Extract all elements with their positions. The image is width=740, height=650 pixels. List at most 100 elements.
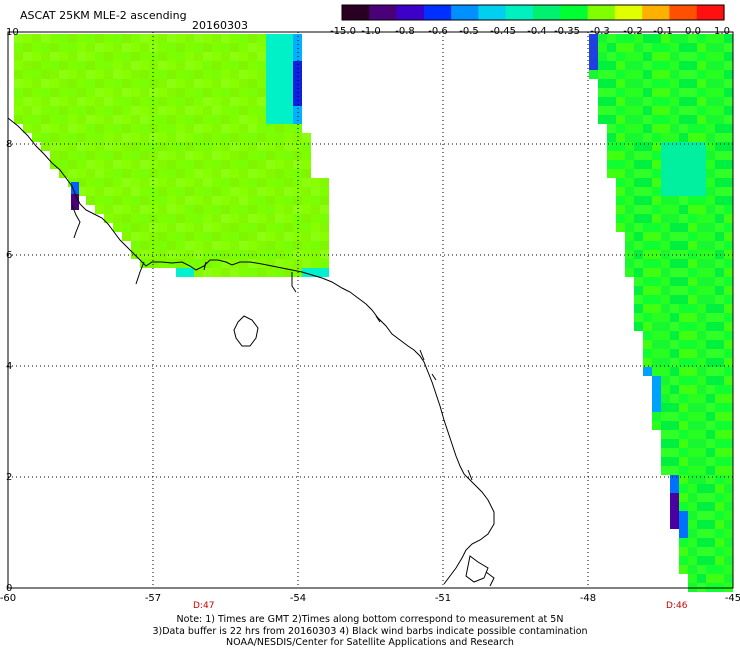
swath-cell xyxy=(212,178,221,187)
swath-cell xyxy=(670,43,679,52)
swath-cell xyxy=(230,79,239,88)
swath-cell xyxy=(158,133,167,142)
swath-cell xyxy=(697,349,706,358)
swath-cell xyxy=(679,421,688,430)
swath-cell xyxy=(679,556,688,565)
swath-cell xyxy=(257,250,266,259)
swath-cell xyxy=(230,223,239,232)
swath-cell xyxy=(670,376,679,385)
swath-cell xyxy=(212,88,221,97)
swath-cell xyxy=(140,88,149,97)
swath-cell xyxy=(706,322,715,331)
swath-cell xyxy=(248,241,257,250)
swath-cell xyxy=(724,466,733,475)
swath-cell xyxy=(167,106,176,115)
swath-cell xyxy=(167,169,176,178)
swath-cell xyxy=(194,61,203,70)
swath-cell xyxy=(203,169,212,178)
swath-cell xyxy=(95,52,104,61)
swath-cell xyxy=(275,52,284,61)
swath-cell xyxy=(41,34,50,43)
swath-cell xyxy=(203,133,212,142)
swath-cell xyxy=(679,430,688,439)
swath-cell xyxy=(688,304,697,313)
swath-cell xyxy=(230,142,239,151)
swath-cell xyxy=(248,142,257,151)
swath-cell xyxy=(634,286,643,295)
swath-cell xyxy=(724,142,733,151)
left-swath xyxy=(14,34,329,277)
swath-cell xyxy=(212,142,221,151)
swath-cell xyxy=(185,241,194,250)
swath-cell xyxy=(95,196,104,205)
swath-cell xyxy=(697,331,706,340)
swath-cell xyxy=(670,115,679,124)
swath-cell xyxy=(634,97,643,106)
swath-cell xyxy=(634,259,643,268)
swath-cell xyxy=(670,484,679,493)
swath-cell xyxy=(724,223,733,232)
swath-cell xyxy=(122,133,131,142)
swath-cell xyxy=(652,169,661,178)
colorbar-swatch xyxy=(451,5,480,20)
swath-cell xyxy=(140,259,149,268)
swath-cell xyxy=(95,97,104,106)
swath-cell xyxy=(257,142,266,151)
swath-cell xyxy=(661,322,670,331)
swath-cell xyxy=(167,187,176,196)
swath-cell xyxy=(697,178,706,187)
swath-cell xyxy=(50,142,59,151)
swath-cell xyxy=(257,232,266,241)
swath-cell xyxy=(670,241,679,250)
swath-cell xyxy=(706,313,715,322)
swath-cell xyxy=(77,52,86,61)
swath-cell xyxy=(715,277,724,286)
swath-cell xyxy=(131,214,140,223)
swath-cell xyxy=(724,430,733,439)
swath-cell xyxy=(679,502,688,511)
swath-cell xyxy=(697,223,706,232)
swath-cell xyxy=(131,223,140,232)
swath-cell xyxy=(625,61,634,70)
swath-cell xyxy=(293,142,302,151)
swath-cell xyxy=(266,169,275,178)
swath-cell xyxy=(320,196,329,205)
swath-cell xyxy=(77,43,86,52)
swath-cell xyxy=(679,394,688,403)
swath-cell xyxy=(697,205,706,214)
swath-cell xyxy=(248,70,257,79)
swath-cell xyxy=(670,196,679,205)
swath-cell xyxy=(212,214,221,223)
swath-cell xyxy=(625,106,634,115)
swath-cell xyxy=(724,52,733,61)
swath-cell xyxy=(724,502,733,511)
swath-cell xyxy=(59,43,68,52)
swath-cell xyxy=(715,313,724,322)
swath-cell xyxy=(679,178,688,187)
colorbar-swatch xyxy=(342,5,370,20)
swath-cell xyxy=(670,169,679,178)
swath-cell xyxy=(230,151,239,160)
swath-cell xyxy=(221,178,230,187)
swath-cell xyxy=(589,70,598,79)
swath-cell xyxy=(176,142,185,151)
swath-cell xyxy=(14,79,23,88)
swath-cell xyxy=(706,448,715,457)
swath-cell xyxy=(652,34,661,43)
swath-cell xyxy=(706,430,715,439)
swath-cell xyxy=(158,241,167,250)
swath-cell xyxy=(167,151,176,160)
swath-cell xyxy=(715,106,724,115)
swath-cell xyxy=(95,61,104,70)
swath-cell xyxy=(697,430,706,439)
swath-cell xyxy=(212,160,221,169)
swath-cell xyxy=(715,79,724,88)
swath-cell xyxy=(697,358,706,367)
swath-cell xyxy=(203,43,212,52)
swath-cell xyxy=(113,43,122,52)
swath-cell xyxy=(715,466,724,475)
swath-cell xyxy=(284,196,293,205)
latitude-label: 10 xyxy=(6,27,19,38)
swath-cell xyxy=(86,43,95,52)
swath-cell xyxy=(697,547,706,556)
